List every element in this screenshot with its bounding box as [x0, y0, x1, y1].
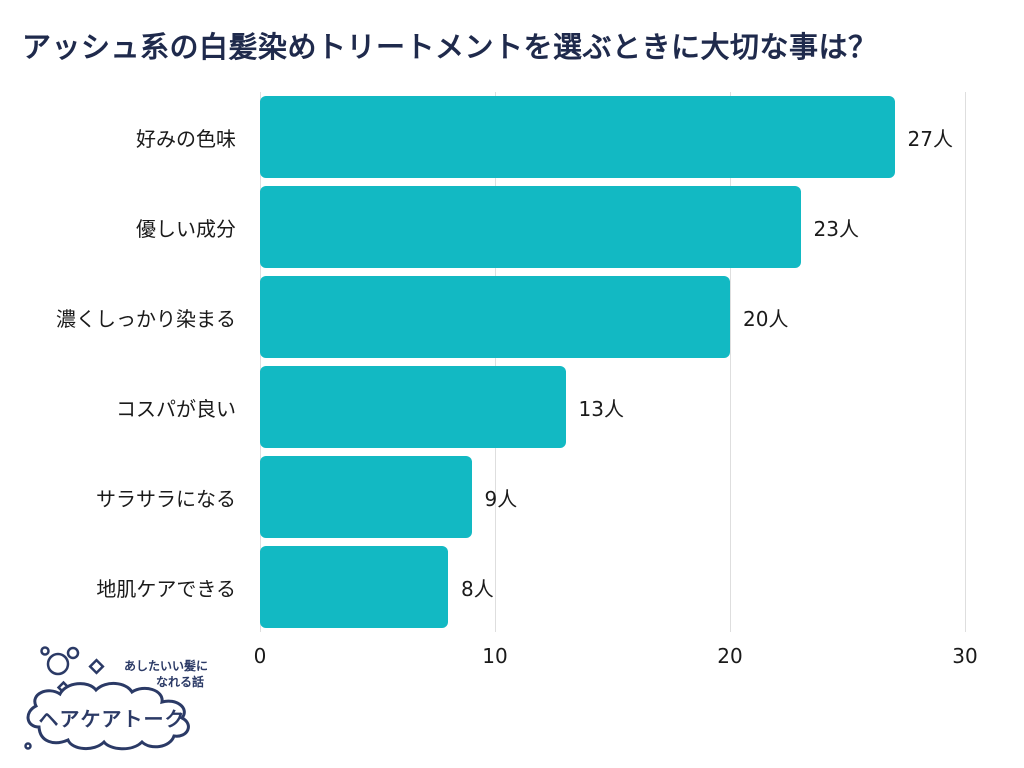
- category-label: 濃くしっかり染まる: [56, 306, 236, 331]
- site-logo: あしたいい髪に なれる話 ヘアケアトーク: [24, 646, 208, 751]
- bar: [260, 186, 801, 268]
- category-labels: 好みの色味優しい成分濃くしっかり染まるコスパが良いサラサラになる 地肌ケアできる: [0, 92, 246, 632]
- bar-row: 23人: [260, 182, 965, 272]
- logo-cloud-shape: [26, 682, 190, 751]
- category-label: 優しい成分: [136, 216, 236, 241]
- gridline: [495, 92, 496, 632]
- logo-tagline-line2: なれる話: [156, 674, 204, 689]
- bar: [260, 366, 566, 448]
- bar: [260, 546, 448, 628]
- bar-value-label: 27人: [907, 126, 953, 151]
- bar-value-label: 20人: [743, 306, 789, 331]
- bar-value-label: 13人: [578, 396, 624, 421]
- bar: [260, 276, 730, 358]
- bar-row: 27人: [260, 92, 965, 182]
- bubbles-icon: [40, 646, 80, 676]
- x-tick-label: 30: [952, 644, 978, 668]
- chart-title: アッシュ系の白髪染めトリートメントを選ぶときに大切な事は？: [22, 30, 878, 64]
- bar-value-label: 23人: [813, 216, 859, 241]
- bar: [260, 456, 472, 538]
- bar-row: 13人: [260, 362, 965, 452]
- category-label: コスパが良い: [116, 396, 236, 421]
- gridline: [260, 92, 261, 632]
- logo-name: ヘアケアトーク: [39, 707, 186, 731]
- bar-value-label: 9人: [484, 486, 518, 511]
- bar-row: 9人: [260, 452, 965, 542]
- x-tick-label: 20: [717, 644, 743, 668]
- category-label: サラサラになる: [96, 486, 236, 511]
- bar: [260, 96, 895, 178]
- gridline: [965, 92, 966, 632]
- x-axis-ticks: 0 10 20 30: [254, 644, 978, 674]
- bar-row: 20人: [260, 272, 965, 362]
- logo-tagline-line1: あしたいい髪に: [124, 658, 208, 673]
- category-label: 地肌ケアできる: [96, 576, 236, 601]
- plot-area: 27人 23人 20人 13人 9人 8人: [260, 92, 966, 632]
- x-tick-label: 0: [253, 644, 267, 668]
- x-tick-label: 10: [482, 644, 508, 668]
- category-label: 好みの色味: [136, 126, 236, 151]
- gridline: [730, 92, 731, 632]
- bar-row: 8人: [260, 542, 965, 632]
- bar-value-label: 8人: [461, 576, 494, 601]
